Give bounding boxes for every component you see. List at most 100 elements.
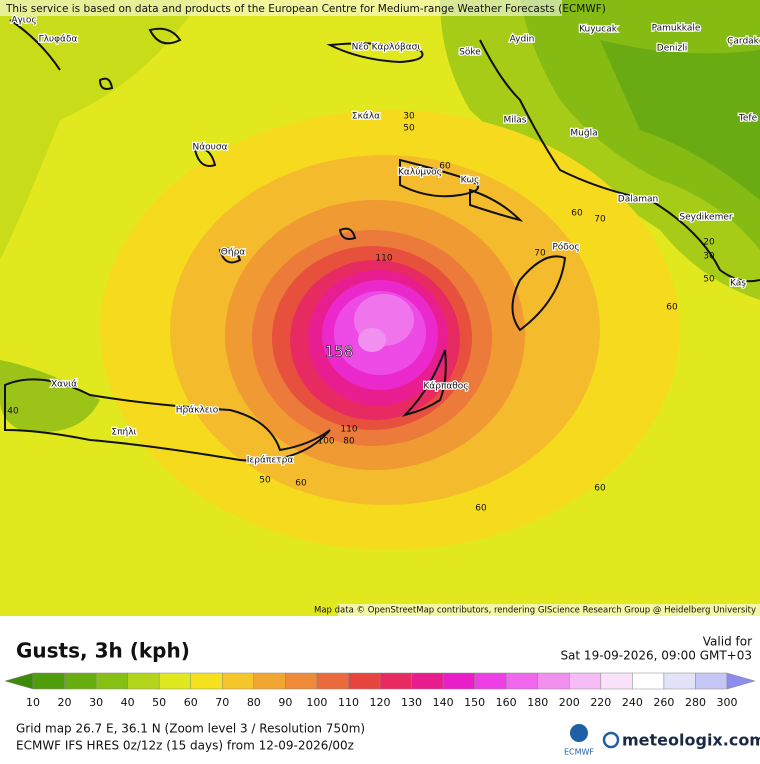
colorbar-tick-label: 220: [590, 696, 611, 709]
map: [0, 0, 760, 616]
ecmwf-logo: [570, 724, 588, 742]
colorbar-cell: [379, 672, 412, 690]
place-label: Kaş: [730, 279, 746, 289]
place-label: Σκάλα: [352, 112, 380, 122]
colorbar-cell: [442, 672, 475, 690]
place-label: Ρόδος: [552, 242, 579, 253]
place-label: Νέο Καρλόβασι: [352, 42, 421, 53]
contour-label: 110: [340, 425, 357, 435]
contour-label: 110: [375, 254, 392, 264]
colorbar-tick-label: 10: [26, 696, 40, 709]
valid-label: Valid for: [703, 635, 752, 649]
colorbar-tick-label: 120: [370, 696, 391, 709]
place-label: Tefe: [738, 114, 758, 124]
colorbar-tick-label: 40: [121, 696, 135, 709]
colorbar-tick-label: 90: [278, 696, 292, 709]
contour-label: 60: [594, 484, 606, 494]
colorbar-cell: [411, 672, 444, 690]
contour-label: 60: [571, 209, 583, 219]
colorbar-arrow: [4, 672, 34, 690]
contour-label: 50: [703, 275, 715, 285]
attribution-bg: [338, 604, 760, 616]
colorbar-cell: [569, 672, 602, 690]
brand-logo: [602, 731, 620, 749]
place-label: Ιεράπετρα: [247, 456, 294, 466]
place-label: Denizli: [657, 44, 687, 54]
contour-label: 100: [317, 437, 334, 447]
field: [0, 0, 200, 260]
colorbar-cell: [285, 672, 318, 690]
colorbar-tick-label: 80: [247, 696, 261, 709]
colorbar-cell: [537, 672, 570, 690]
colorbar-tick-label: 140: [433, 696, 454, 709]
colorbar-cell: [695, 672, 728, 690]
place-label: Çardak: [727, 37, 760, 47]
place-label: Θήρα: [221, 248, 246, 258]
colorbar-cell: [632, 672, 665, 690]
ecmwf-text: ECMWF: [564, 748, 594, 757]
colorbar-tick-label: 160: [496, 696, 517, 709]
colorbar-cell: [505, 672, 538, 690]
colorbar-tick-label: 20: [58, 696, 72, 709]
colorbar-tick-label: 60: [184, 696, 198, 709]
colorbar-cell: [222, 672, 255, 690]
place-label: Aydin: [510, 35, 535, 45]
colorbar-cell: [663, 672, 696, 690]
notice: This service is based on data and produc…: [5, 3, 606, 15]
place-label: Σπήλι: [111, 428, 136, 438]
brand: meteologix.com: [622, 731, 760, 750]
place-label: Seydikemer: [679, 213, 733, 223]
contour-label: 30: [703, 252, 715, 262]
colorbar-tick-label: 180: [527, 696, 548, 709]
place-label: Αγιος: [11, 16, 36, 26]
colorbar-tick-label: 100: [306, 696, 327, 709]
colorbar-cell: [127, 672, 160, 690]
coastlines: [4, 19, 760, 462]
contour-label: 80: [343, 437, 355, 447]
notice-bg: [0, 0, 562, 16]
colorbar-cell: [253, 672, 286, 690]
contour-label: 50: [259, 476, 271, 486]
colorbar-cell: [158, 672, 191, 690]
colorbar-cell: [32, 672, 65, 690]
colorbar-cell: [190, 672, 223, 690]
contour-label: 70: [534, 249, 546, 259]
place-label: Χανιά: [51, 380, 77, 390]
contour-labels: 30 50 60 60 70 70 110 158 20 30 50 60 40 110 100 80 50 60…: [7, 112, 715, 514]
place-label: Söke: [459, 48, 481, 58]
colorbar-tick-label: 110: [338, 696, 359, 709]
attribution: Map data © OpenStreetMap contributors, r…: [314, 606, 756, 616]
colorbar-tick-label: 280: [685, 696, 706, 709]
colorbar-tick-label: 50: [152, 696, 166, 709]
colorbar-tick-label: 200: [559, 696, 580, 709]
colorbar-tick-label: 260: [653, 696, 674, 709]
contour-label: 40: [7, 407, 19, 417]
colorbar-tick-label: 150: [464, 696, 485, 709]
field: [358, 328, 386, 352]
colorbar-tick-label: 70: [215, 696, 229, 709]
contour-label: 30: [403, 112, 415, 122]
colorbar-cell: [348, 672, 381, 690]
contour-label: 20: [703, 238, 715, 248]
colorbar-tick-label: 30: [89, 696, 103, 709]
colorbar-tick-label: 300: [717, 696, 738, 709]
model-info: ECMWF IFS HRES 0z/12z (15 days) from 12-…: [16, 739, 354, 753]
place-label: Kuyucak: [579, 25, 618, 35]
field: [0, 360, 100, 432]
contour-label: 60: [475, 504, 487, 514]
colorbar-tick-label: 130: [401, 696, 422, 709]
colorbar-tick-label: 240: [622, 696, 643, 709]
colorbar-cell: [600, 672, 633, 690]
place-label: Pamukkale: [652, 24, 701, 34]
place-label: Muğla: [570, 129, 597, 139]
place-label: Κάρπαθος: [423, 382, 468, 392]
colorbar-cell: [64, 672, 97, 690]
colorbar-cell: [474, 672, 507, 690]
grid-info: Grid map 26.7 E, 36.1 N (Zoom level 3 / …: [16, 722, 365, 736]
colorbar: 10 20 30 40 50 60 70 80 90 100 110 120 130 140 150 160 1…: [4, 672, 756, 709]
contour-label: 60: [295, 479, 307, 489]
contour-label: 60: [439, 162, 451, 172]
place-label: Γλυφάδα: [39, 35, 78, 45]
contour-label: 70: [594, 215, 606, 225]
